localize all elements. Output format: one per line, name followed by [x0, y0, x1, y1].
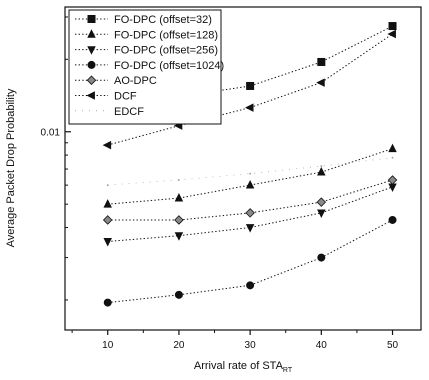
legend-label: FO-DPC (offset=256): [114, 45, 218, 57]
data-point: [316, 78, 325, 87]
data-point: [102, 215, 113, 225]
data-point: [246, 281, 255, 290]
series-line: [107, 186, 393, 242]
legend-marker: [87, 60, 96, 69]
data-point: [174, 232, 184, 241]
x-tick-label: 50: [387, 340, 399, 351]
x-tick-label: 40: [316, 340, 328, 351]
series-line: [107, 219, 393, 304]
data-point: [317, 57, 326, 66]
legend-marker: [86, 91, 95, 100]
data-point: [174, 193, 184, 202]
legend-label: FO-DPC (offset=1024): [114, 60, 224, 72]
x-axis-title-subscript: RT: [283, 367, 293, 374]
data-point: [391, 156, 394, 159]
series-2: [103, 183, 397, 247]
legend: FO-DPC (offset=32) FO-DPC (offset=128) FO-…: [68, 9, 224, 125]
data-point: [388, 143, 397, 153]
data-point: [245, 180, 255, 189]
series-1: [103, 143, 397, 208]
y-axis-ticks: 0.01: [41, 16, 71, 301]
data-point: [174, 290, 183, 299]
legend-marker: [87, 46, 96, 55]
data-point: [317, 209, 326, 218]
data-point: [317, 253, 326, 262]
data-point: [387, 29, 396, 39]
x-tick-label: 10: [102, 340, 114, 351]
data-point: [320, 165, 323, 167]
series-6: [106, 156, 394, 187]
legend-label: AO-DPC: [114, 75, 157, 87]
x-axis-title: Arrival rate of START: [194, 360, 293, 374]
data-point: [317, 166, 326, 176]
data-point: [103, 238, 112, 247]
data-point: [245, 103, 254, 112]
legend-marker: [87, 29, 96, 38]
x-axis-title-main: Arrival rate of STA: [194, 360, 284, 372]
data-point: [249, 172, 252, 175]
legend-label: FO-DPC (offset=128): [114, 29, 218, 41]
data-point: [103, 298, 112, 307]
legend-label: FO-DPC (offset=32): [114, 14, 212, 26]
data-point: [245, 208, 255, 218]
legend-label: EDCF: [114, 106, 144, 118]
x-axis-ticks: 10 20 30 40 50: [71, 330, 399, 351]
series-3: [103, 215, 397, 307]
series-4: [102, 175, 398, 225]
data-point: [316, 197, 327, 207]
series-line: [107, 157, 393, 186]
y-tick-label: 0.01: [41, 127, 61, 138]
data-point: [103, 199, 112, 208]
data-point: [245, 224, 255, 233]
legend-marker: [86, 75, 97, 85]
x-tick-label: 20: [173, 340, 185, 351]
plot-frame: [64, 6, 422, 331]
legend-label: DCF: [114, 91, 137, 103]
series-line: [107, 148, 393, 205]
legend-box: [68, 9, 222, 125]
data-point: [102, 140, 112, 150]
x-tick-label: 30: [245, 340, 257, 351]
series-layer: [102, 22, 398, 307]
series-line: [107, 179, 393, 221]
data-point: [387, 175, 398, 185]
data-point: [388, 22, 397, 31]
data-point: [178, 179, 180, 181]
y-axis-title: Average Packet Drop Probability: [5, 88, 17, 247]
data-point: [106, 184, 109, 187]
data-point: [246, 81, 255, 90]
data-point: [174, 215, 184, 225]
data-point: [388, 215, 397, 224]
legend-marker: [87, 14, 96, 23]
